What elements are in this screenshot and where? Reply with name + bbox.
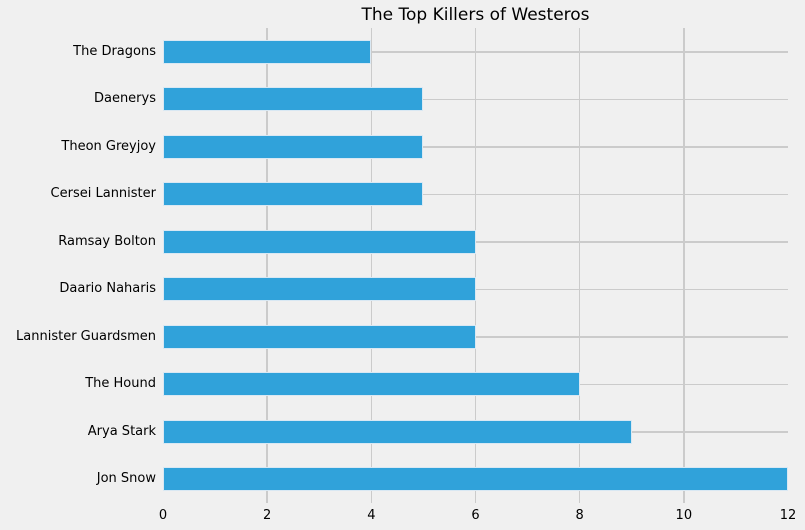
bar [163,182,424,207]
bar [163,467,788,492]
x-tick-label: 12 [779,508,797,523]
bar [163,419,632,444]
x-tick-label: 8 [575,508,584,523]
gridline-y [163,146,788,148]
y-tick-label: Daario Naharis [59,281,156,297]
gridline-y [163,288,788,290]
gridline-y [163,241,788,243]
plot-area [163,28,788,503]
gridline-y [163,98,788,100]
x-tick-label: 4 [367,508,376,523]
y-tick-label: The Hound [85,376,156,392]
x-tick-label: 2 [263,508,272,523]
bar [163,372,580,397]
gridline-y [163,336,788,338]
gridline-x-8 [578,28,581,503]
x-tick-label: 0 [158,508,168,523]
bar [163,87,424,112]
gridline-x-10 [683,28,685,503]
y-tick-label: The Dragons [73,43,156,59]
y-tick-label: Ramsay Bolton [58,233,156,249]
y-tick-label: Jon Snow [96,471,156,487]
bar [163,39,372,64]
gridline-y [163,193,788,195]
y-tick-label: Cersei Lannister [50,186,156,202]
y-tick-label: Daenerys [93,91,156,107]
chart-title: The Top Killers of Westeros [361,5,590,25]
gridline-x-6 [474,28,477,503]
y-tick-label: Arya Stark [87,423,156,439]
gridline-x-4 [370,28,373,503]
bar [163,229,476,254]
bar [163,134,424,159]
y-tick-label: Lannister Guardsmen [16,328,156,344]
y-tick-label: Theon Greyjoy [61,138,156,154]
bar [163,277,476,302]
x-tick-label: 6 [471,508,480,523]
bar [163,324,476,349]
x-tick-label: 10 [675,508,693,523]
gridline-y [163,51,788,53]
gridline-x-2 [266,28,268,503]
